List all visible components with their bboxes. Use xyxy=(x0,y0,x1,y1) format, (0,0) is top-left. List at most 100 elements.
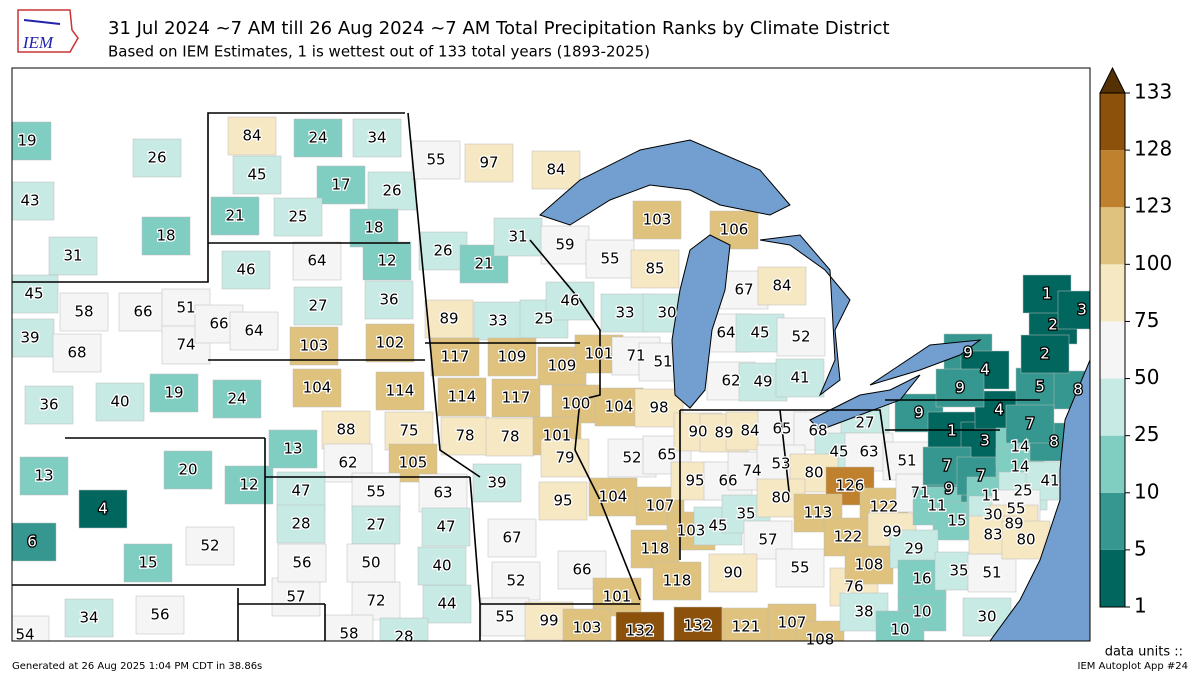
district-rank: 38 xyxy=(854,603,873,621)
district xyxy=(588,477,638,517)
map-frame xyxy=(11,67,1091,642)
colorbar-bin xyxy=(1100,435,1125,493)
district-rank: 52 xyxy=(506,572,525,590)
district xyxy=(135,595,185,635)
district xyxy=(48,236,98,276)
district-rank: 78 xyxy=(455,427,474,445)
district xyxy=(365,323,415,363)
district xyxy=(229,311,279,351)
district-rank: 41 xyxy=(1040,472,1059,490)
district-rank: 21 xyxy=(474,255,493,273)
district xyxy=(271,577,321,617)
district-rank: 67 xyxy=(502,529,521,547)
district-rank: 63 xyxy=(433,484,452,502)
district-rank: 9 xyxy=(963,344,973,362)
logo: IEM xyxy=(17,9,79,53)
district-rank: 55 xyxy=(1006,500,1025,518)
district-rank: 103 xyxy=(677,522,706,540)
district-rank: 74 xyxy=(742,462,761,480)
district xyxy=(652,561,702,601)
district-rank: 4 xyxy=(980,361,990,379)
district-rank: 65 xyxy=(657,446,676,464)
district-rank: 108 xyxy=(806,631,835,649)
district xyxy=(485,417,535,457)
district xyxy=(362,241,412,281)
district xyxy=(221,250,271,290)
district-rank: 9 xyxy=(955,379,965,397)
colorbar-tick-label: 10 xyxy=(1134,479,1159,503)
district-rank: 36 xyxy=(39,396,58,414)
district xyxy=(375,371,425,411)
district xyxy=(12,318,55,358)
colorbar-extend xyxy=(1099,66,1126,94)
district xyxy=(540,225,590,265)
district xyxy=(316,165,366,205)
district-rank: 66 xyxy=(209,315,228,333)
district-rank: 24 xyxy=(308,129,327,147)
district-rank: 45 xyxy=(708,517,727,535)
district xyxy=(118,292,168,332)
district-rank: 79 xyxy=(555,449,574,467)
district-rank: 9 xyxy=(944,480,954,498)
district-rank: 66 xyxy=(718,472,737,490)
district-rank: 99 xyxy=(539,612,558,630)
district-rank: 36 xyxy=(379,291,398,309)
district-rank: 78 xyxy=(500,428,519,446)
district-rank: 45 xyxy=(829,443,848,461)
district-rank: 95 xyxy=(553,492,572,510)
district-rank: 122 xyxy=(870,498,899,516)
district-rank: 67 xyxy=(734,281,753,299)
district-rank: 43 xyxy=(20,192,39,210)
district xyxy=(351,472,401,512)
district-rank: 3 xyxy=(980,432,990,450)
district-rank: 132 xyxy=(684,617,713,635)
colorbar-tick-label: 5 xyxy=(1134,536,1147,560)
district-rank: 55 xyxy=(495,608,514,626)
district-rank: 19 xyxy=(164,384,183,402)
colorbar-bin xyxy=(1100,207,1125,265)
district xyxy=(346,543,396,583)
district-rank: 6 xyxy=(27,533,37,551)
district-rank: 30 xyxy=(983,506,1002,524)
district-rank: 4 xyxy=(994,401,1004,419)
district-rank: 15 xyxy=(138,554,157,572)
district-rank: 21 xyxy=(225,207,244,225)
district-rank: 9 xyxy=(914,404,924,422)
district-rank: 49 xyxy=(753,373,772,391)
district-rank: 71 xyxy=(910,484,929,502)
district-rank: 1 xyxy=(947,422,957,440)
district-rank: 51 xyxy=(897,452,916,470)
district-rank: 95 xyxy=(685,472,704,490)
logo-text: IEM xyxy=(22,33,54,52)
district xyxy=(379,617,429,641)
district xyxy=(227,116,277,156)
district-rank: 13 xyxy=(34,467,53,485)
district-rank: 10 xyxy=(890,621,909,639)
district xyxy=(1020,334,1070,374)
subtitle: Based on IEM Estimates, 1 is wettest out… xyxy=(108,43,650,61)
district xyxy=(232,155,282,195)
district-rank: 33 xyxy=(615,304,634,322)
district-rank: 44 xyxy=(437,595,456,613)
district xyxy=(491,378,541,418)
district-rank: 51 xyxy=(982,564,1001,582)
district-rank: 45 xyxy=(24,285,43,303)
district-rank: 20 xyxy=(178,461,197,479)
district-rank: 80 xyxy=(771,489,790,507)
district xyxy=(418,473,468,513)
district-rank: 90 xyxy=(688,423,707,441)
colorbar-tick-label: 75 xyxy=(1134,308,1159,332)
water xyxy=(539,139,1090,641)
district-rank: 56 xyxy=(150,606,169,624)
district-rank: 107 xyxy=(778,614,807,632)
district-rank: 19 xyxy=(17,132,36,150)
district-rank: 132 xyxy=(626,622,655,640)
district-rank: 53 xyxy=(771,455,790,473)
district xyxy=(775,358,825,398)
district-rank: 106 xyxy=(720,221,749,239)
district-rank: 35 xyxy=(736,505,755,523)
district-rank: 52 xyxy=(791,328,810,346)
colorbar: 1 5 10 25 50 75 100 123 128 133 xyxy=(1099,66,1172,618)
district-rank: 26 xyxy=(433,242,452,260)
district xyxy=(551,384,601,424)
